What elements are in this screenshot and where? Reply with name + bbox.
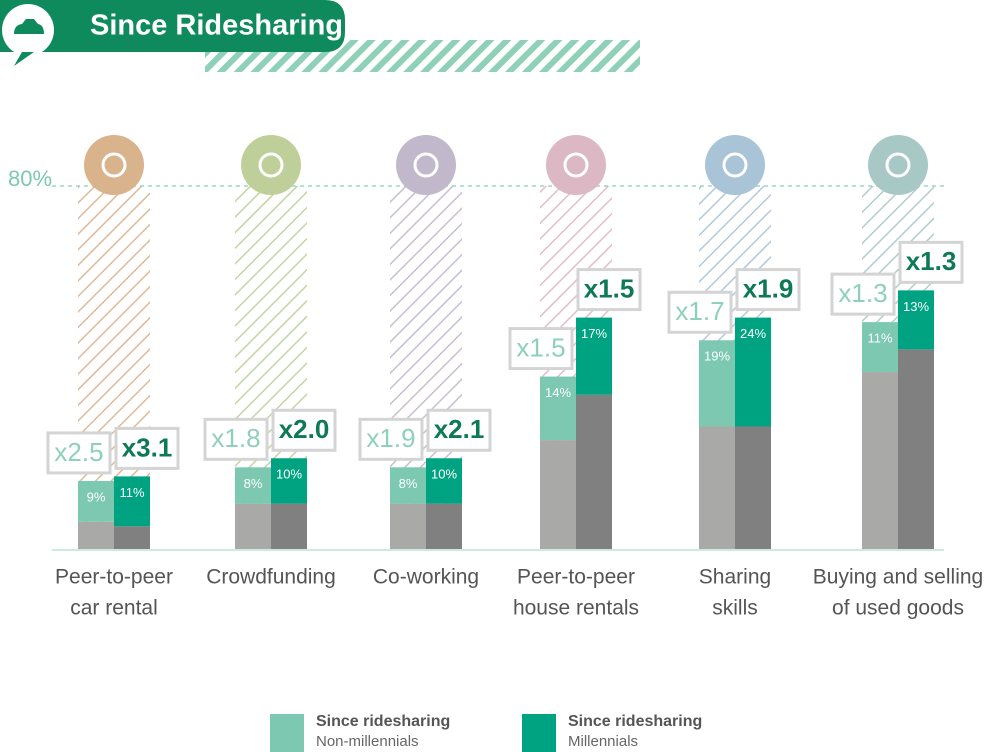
header-pointer [14, 52, 34, 66]
category-icon [84, 135, 144, 195]
multiplier: x2.1 [434, 414, 485, 444]
multiplier-box [358, 417, 424, 461]
bar-base [735, 426, 771, 549]
multiplier: x1.9 [743, 273, 794, 303]
multiplier-box [46, 431, 112, 475]
bar-base [78, 521, 114, 549]
bar-increase [576, 317, 612, 395]
category-icon [241, 135, 301, 195]
value-label: 17% [581, 326, 607, 341]
multiplier: x3.1 [122, 432, 173, 462]
bar-increase [235, 467, 271, 504]
value-label: 13% [903, 299, 929, 314]
bar-increase [390, 467, 426, 504]
bar-base [540, 440, 576, 549]
multiplier: x1.5 [584, 273, 635, 303]
bar-increase [735, 317, 771, 427]
x-tick-label: Peer-to-peer [517, 566, 635, 589]
legend-group: Millennials [568, 733, 638, 750]
bar-base [426, 503, 462, 549]
value-label: 24% [740, 326, 766, 341]
bar-increase [114, 476, 150, 527]
value-label: 10% [276, 467, 302, 482]
icon-glyph [885, 152, 911, 178]
multiplier: x1.8 [211, 423, 260, 453]
bar-increase [699, 340, 735, 427]
value-label: 8% [399, 476, 418, 491]
x-tick-label: Buying and selling [813, 566, 983, 589]
legend-group: Non-millennials [316, 733, 419, 750]
category-icon [546, 135, 606, 195]
icon-glyph [258, 152, 284, 178]
x-tick-label: Peer-to-peer [55, 566, 173, 589]
x-tick-label: Sharing [699, 566, 771, 589]
multiplier-box [898, 240, 964, 284]
bar-base [898, 349, 934, 549]
category-icon [705, 135, 765, 195]
x-tick-label: Co-working [373, 566, 479, 589]
legend-label: Since ridesharing [316, 713, 450, 730]
icon-glyph [563, 152, 589, 178]
value-label: 8% [244, 476, 263, 491]
icon-glyph [413, 152, 439, 178]
legend-swatch [270, 714, 304, 752]
x-tick-label: skills [712, 597, 758, 620]
value-label: 11% [867, 331, 892, 346]
multiplier: x2.0 [279, 414, 330, 444]
x-tick-label: of used goods [832, 597, 964, 620]
multiplier: x1.5 [516, 332, 565, 362]
category-icon [868, 135, 928, 195]
bar-base [114, 526, 150, 549]
multiplier-box [426, 408, 492, 452]
multiplier: x1.3 [838, 278, 887, 308]
multiplier-box [830, 272, 896, 316]
multiplier-box [667, 290, 733, 334]
multiplier: x1.3 [906, 246, 957, 276]
multiplier-box [203, 417, 269, 461]
header: Since Ridesharing [0, 0, 640, 72]
car-icon [14, 19, 44, 34]
value-label: 11% [119, 485, 144, 500]
value-label: 14% [545, 385, 571, 400]
bar-increase [898, 290, 934, 350]
legend: Since ridesharing Non-millennials Since ri… [270, 713, 702, 752]
bar-increase [426, 458, 462, 504]
bar-base [271, 503, 307, 549]
multiplier-box [271, 408, 337, 452]
bar-increase [540, 376, 576, 441]
chart-title: Since Ridesharing [90, 10, 343, 42]
legend-swatch [522, 714, 556, 752]
bar-increase [862, 322, 898, 373]
bar-base [576, 394, 612, 549]
multiplier-box [735, 268, 801, 312]
bar-base [699, 426, 735, 549]
value-label: 19% [704, 349, 730, 364]
bar-base [862, 372, 898, 549]
value-label: 10% [431, 467, 457, 482]
value-label: 9% [87, 489, 106, 504]
multiplier-box [114, 426, 180, 470]
multiplier: x1.9 [366, 423, 415, 453]
bar-base [235, 503, 271, 549]
bar-increase [271, 458, 307, 504]
header-tab [0, 0, 345, 52]
icon-glyph [722, 152, 748, 178]
multiplier: x2.5 [54, 437, 103, 467]
category-icon [396, 135, 456, 195]
bar-increase [78, 480, 114, 522]
multiplier: x1.7 [675, 296, 724, 326]
y-tick-label: 80% [8, 166, 52, 191]
multiplier-box [576, 268, 642, 312]
multiplier-box [508, 327, 574, 371]
legend-label: Since ridesharing [568, 713, 702, 730]
bar-base [390, 503, 426, 549]
x-tick-label: car rental [70, 597, 158, 620]
icon-glyph [101, 152, 127, 178]
x-tick-label: house rentals [513, 597, 639, 620]
x-tick-label: Crowdfunding [206, 566, 336, 589]
